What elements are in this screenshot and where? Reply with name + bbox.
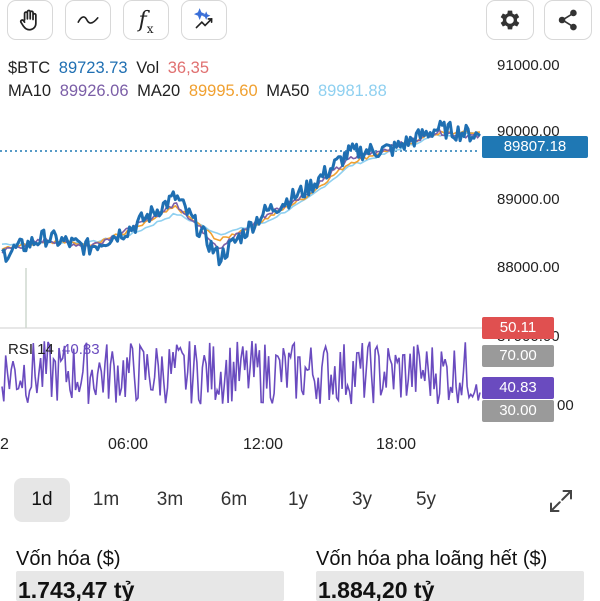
share-icon [558,9,577,31]
market-cap-value: 1.743,47 tỷ [18,577,135,601]
price-chart[interactable] [0,40,600,470]
ma50-line-path [1,131,481,246]
legend-ma20-label: MA20 [137,82,181,100]
rsi-level-tag: 50.11 [482,317,554,339]
legend-ma50-label: MA50 [266,82,310,100]
rsi-line [1,341,481,405]
price-axis-label: 91000.00 [497,57,560,74]
fdv-box: 1.884,20 tỷ [316,571,584,601]
share-button[interactable] [544,0,592,40]
range-selector: 1d 1m 3m 6m 1y 3y 5y [14,478,462,522]
range-3y-button[interactable]: 3y [351,489,373,510]
settings-button[interactable] [486,0,534,40]
function-icon: fx [138,7,154,36]
indicator-tool-button[interactable]: fx [123,0,169,40]
range-1m-button[interactable]: 1m [92,489,120,510]
range-5y-button[interactable]: 5y [415,489,437,510]
rsi-value: 40.83 [62,341,100,358]
range-1y-button[interactable]: 1y [287,489,309,510]
current-price-tag: 89807.18 [482,136,588,158]
ma50-line [1,131,481,246]
expand-icon [550,490,572,512]
time-axis-label: 06:00 [108,436,149,453]
gear-icon [500,10,520,30]
time-axis-label: 18:00 [376,436,417,453]
wave-icon [77,16,99,24]
market-cap-box: 1.743,47 tỷ [16,571,284,601]
sparkle-chart-icon [193,8,213,29]
price-axis-label: 89000.00 [497,191,560,208]
range-6m-button[interactable]: 6m [220,489,248,510]
ai-tool-button[interactable] [181,0,227,40]
legend-row-2: MA10 89926.06 MA20 89995.60 MA50 89981.8… [8,82,391,101]
curve-tool-button[interactable] [65,0,111,40]
rsi-lower-tag: 30.00 [482,400,554,422]
legend-vol-label: Vol [136,59,160,77]
price-line [1,119,481,267]
legend-symbol: $BTC [8,59,51,77]
price-line-path [1,119,481,267]
market-cap-title: Vốn hóa ($) [16,548,121,570]
rsi-legend: RSI 14 40.83 [8,341,104,358]
legend-ma10-value: 89926.06 [59,82,129,100]
rsi-path [1,341,481,405]
fdv-title: Vốn hóa pha loãng hết ($) [316,548,548,570]
rsi-current-tag: 40.83 [482,377,554,399]
time-axis-label: 2 [0,436,9,453]
legend-ma10-label: MA10 [8,82,52,100]
legend-price: 89723.73 [58,59,128,77]
legend-vol-value: 36,35 [167,59,210,77]
legend-ma20-value: 89995.60 [188,82,258,100]
price-axis-label: 88000.00 [497,259,560,276]
rsi-upper-tag: 70.00 [482,345,554,367]
fullscreen-button[interactable] [546,486,576,516]
price-axis-label: 90000.00 [497,123,560,140]
hand-tool-button[interactable] [7,0,53,40]
range-3m-button[interactable]: 3m [156,489,184,510]
rsi-label: RSI 14 [8,341,54,358]
time-axis-label: 12:00 [243,436,284,453]
fdv-value: 1.884,20 tỷ [318,577,435,601]
hand-icon [19,9,37,31]
legend-row-1: $BTC 89723.73 Vol 36,35 [8,59,213,78]
rsi-axis-partial-label: 00 [557,397,574,414]
legend-ma50-value: 89981.88 [317,82,387,100]
range-1d-button[interactable]: 1d [14,478,70,522]
